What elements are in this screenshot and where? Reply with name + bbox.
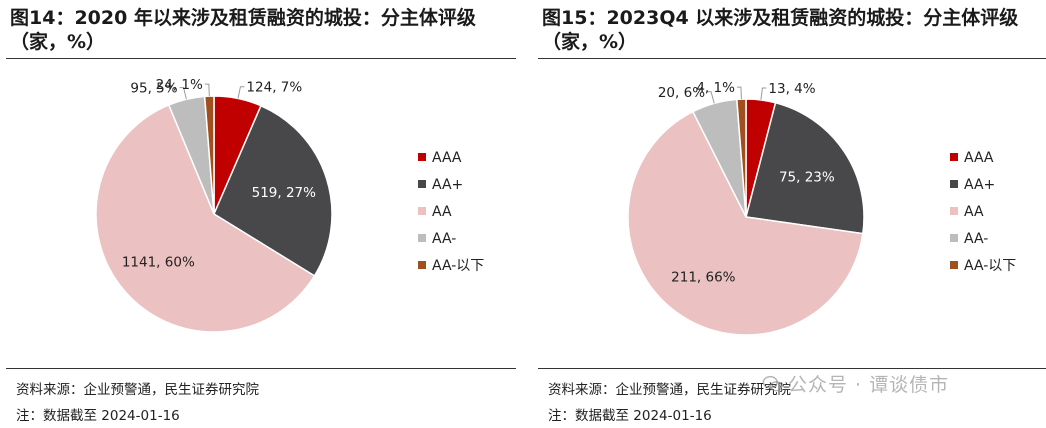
legend-swatch (418, 180, 426, 188)
date-note: 注：数据截至 2024-01-16 (16, 408, 180, 424)
source-note: 资料来源：企业预警通，民生证券研究院 (548, 382, 791, 398)
watermark-text: 公众号 · 谭谈债市 (788, 374, 950, 396)
data-label: 124, 7% (246, 80, 302, 96)
data-label: 211, 66% (671, 269, 736, 285)
chart-title: 图14：2020 年以来涉及租赁融资的城投：分主体评级 （家，%） (10, 7, 476, 53)
pie-slice-aa (203, 95, 215, 215)
legend-swatch (418, 153, 426, 161)
pie-slice-aa (213, 104, 333, 277)
legend-label: AA (964, 204, 984, 220)
data-label: 24, 1% (156, 77, 203, 93)
pie-slice-aa (627, 110, 864, 336)
watermark: 公众号 · 谭谈债市 (762, 370, 949, 397)
leader-line (736, 86, 742, 100)
pie-chart-right: 75, 23% 211, 66% 13, 4% 20, 6% 4, 1% AAA AA+ AA… (538, 60, 1046, 366)
pie-slice-aa (745, 101, 865, 235)
legend-label: AA- (432, 231, 456, 247)
pie-chart-left: 519, 27% 1141, 60% 124, 7% 95, 5% 24, 1% AAA A… (6, 60, 516, 366)
legend-swatch (950, 153, 958, 161)
data-label: 20, 6% (658, 85, 705, 101)
chart-panel-left: 图14：2020 年以来涉及租赁融资的城投：分主体评级 （家，%） 519, 2… (6, 0, 518, 428)
legend-swatch (950, 234, 958, 242)
legend-label: AA+ (432, 177, 463, 193)
legend-label: AA (432, 204, 452, 220)
legend-swatch (418, 234, 426, 242)
legend-label: AA-以下 (432, 258, 484, 274)
top-rule (6, 58, 516, 59)
data-label: 1141, 60% (122, 254, 195, 270)
data-label: 4, 1% (696, 80, 735, 96)
legend-swatch (950, 180, 958, 188)
data-label: 95, 5% (130, 81, 177, 97)
legend-label: AAA (964, 150, 994, 166)
legend-swatch (950, 261, 958, 269)
pie-slice-aa (95, 104, 316, 333)
legend-label: AA+ (964, 177, 995, 193)
bottom-rule (6, 368, 516, 369)
legend-label: AA- (964, 231, 988, 247)
legend-label: AA-以下 (964, 258, 1016, 274)
legend-swatch (418, 261, 426, 269)
pie-svg: 519, 27%1141, 60%124, 7%95, 5%24, 1%AAAA… (95, 77, 484, 333)
leader-line (237, 86, 245, 99)
source-note: 资料来源：企业预警通，民生证券研究院 (16, 382, 259, 398)
legend-label: AAA (432, 150, 462, 166)
top-rule (538, 58, 1046, 59)
leader-line (707, 91, 715, 104)
leader-line (204, 83, 210, 97)
data-label: 75, 23% (779, 169, 835, 185)
legend-swatch (418, 207, 426, 215)
chart-panel-right: 图15：2023Q4 以来涉及租赁融资的城投：分主体评级 （家，%） 75, 2… (538, 0, 1046, 428)
data-label: 519, 27% (252, 185, 317, 201)
bottom-rule (538, 368, 1046, 369)
data-label: 13, 4% (768, 81, 815, 97)
legend-swatch (950, 207, 958, 215)
wechat-icon (762, 375, 783, 391)
leader-line (760, 87, 767, 101)
date-note: 注：数据截至 2024-01-16 (548, 408, 712, 424)
leader-line (179, 87, 187, 100)
pie-svg: 75, 23% 211, 66% 13, 4% 20, 6%4, 1% AAA AA+ AA… (627, 80, 1016, 336)
chart-title: 图15：2023Q4 以来涉及租赁融资的城投：分主体评级 （家，%） (542, 7, 1019, 53)
